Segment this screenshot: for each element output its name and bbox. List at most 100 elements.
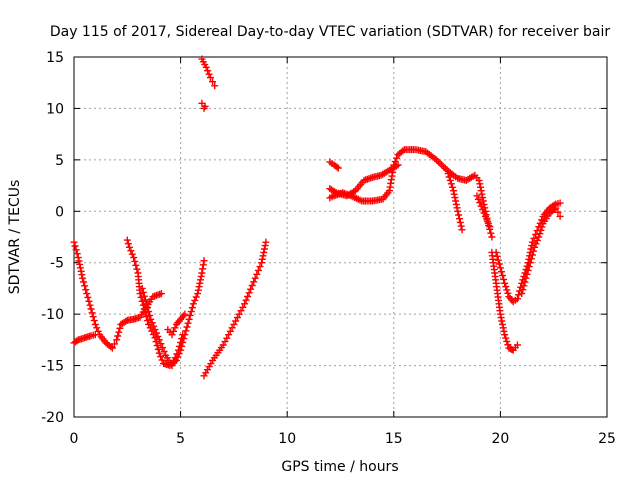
data-point xyxy=(202,63,210,71)
data-point xyxy=(334,164,342,172)
data-point xyxy=(503,337,511,345)
data-point xyxy=(183,323,191,331)
data-point xyxy=(498,317,506,325)
data-point xyxy=(108,344,116,352)
data-point xyxy=(127,247,135,255)
x-axis-label: GPS time / hours xyxy=(281,459,398,475)
data-point xyxy=(260,248,268,256)
data-point xyxy=(158,344,166,352)
data-point xyxy=(154,332,162,340)
data-point xyxy=(107,343,115,351)
grid-layer xyxy=(74,57,607,417)
data-point xyxy=(155,349,163,357)
series-arc-m xyxy=(473,192,494,231)
data-point xyxy=(499,320,507,328)
data-marks xyxy=(70,55,564,380)
data-point xyxy=(248,281,256,289)
x-tick-label: 15 xyxy=(385,431,403,447)
data-point xyxy=(480,209,488,217)
data-point xyxy=(449,187,457,195)
data-point xyxy=(488,233,496,241)
data-point xyxy=(209,78,217,86)
data-point xyxy=(525,263,533,271)
data-point xyxy=(91,320,99,328)
data-point xyxy=(497,314,505,322)
series-arc-c xyxy=(123,236,208,370)
data-point xyxy=(201,102,209,110)
data-point xyxy=(89,313,97,321)
data-point xyxy=(556,199,564,207)
data-point xyxy=(550,205,558,213)
data-point xyxy=(124,240,132,248)
y-tick-label: 5 xyxy=(55,153,64,169)
data-point xyxy=(452,197,460,205)
series-arc-f xyxy=(198,55,219,90)
data-point xyxy=(399,147,407,155)
data-point xyxy=(477,187,485,195)
data-point xyxy=(453,204,461,212)
series-arc-a xyxy=(70,238,165,352)
data-point xyxy=(170,358,178,366)
data-point xyxy=(85,297,93,305)
data-point xyxy=(458,226,466,234)
data-point xyxy=(476,199,484,207)
data-point xyxy=(450,190,458,198)
data-point xyxy=(518,290,526,298)
data-point xyxy=(160,347,168,355)
data-point xyxy=(198,99,206,107)
data-point xyxy=(173,350,181,358)
data-point xyxy=(393,154,401,162)
data-point xyxy=(481,212,489,220)
data-point xyxy=(73,250,81,258)
plot-frame xyxy=(73,56,608,418)
data-point xyxy=(138,284,146,292)
data-point xyxy=(245,289,253,297)
series-arc-j xyxy=(326,146,466,234)
data-point xyxy=(174,346,182,354)
data-point xyxy=(188,304,196,312)
data-point xyxy=(556,212,564,220)
data-point xyxy=(80,278,88,286)
data-point xyxy=(515,291,523,299)
data-point xyxy=(88,309,96,317)
data-point xyxy=(262,238,270,246)
data-point xyxy=(194,286,202,294)
data-point xyxy=(199,261,207,269)
data-point xyxy=(185,315,193,323)
data-point xyxy=(477,183,485,191)
data-point xyxy=(254,266,262,274)
data-point xyxy=(111,340,119,348)
data-point xyxy=(495,260,503,268)
data-point xyxy=(258,259,266,267)
data-point xyxy=(259,252,267,260)
data-point xyxy=(492,248,500,256)
data-point xyxy=(501,279,509,287)
data-point xyxy=(122,317,130,325)
data-point xyxy=(171,354,179,362)
data-point xyxy=(144,304,152,312)
data-point xyxy=(522,274,530,282)
data-point xyxy=(502,283,510,291)
data-point xyxy=(82,286,90,294)
data-point xyxy=(141,296,149,304)
data-point xyxy=(533,236,541,244)
data-point xyxy=(76,264,84,272)
data-point xyxy=(196,276,204,284)
data-point xyxy=(520,282,528,290)
data-point xyxy=(148,319,156,327)
data-point xyxy=(81,282,89,290)
data-point xyxy=(153,342,161,350)
data-point xyxy=(205,70,213,78)
data-point xyxy=(500,327,508,335)
data-point xyxy=(155,336,163,344)
data-point xyxy=(169,327,177,335)
data-point xyxy=(70,238,78,246)
data-point xyxy=(194,290,202,298)
data-point xyxy=(189,300,197,308)
series-arc-g xyxy=(198,99,209,112)
data-point xyxy=(519,286,527,294)
data-point xyxy=(528,238,536,246)
data-point xyxy=(140,292,148,300)
series-arc-p xyxy=(518,204,564,298)
data-point xyxy=(74,254,82,262)
